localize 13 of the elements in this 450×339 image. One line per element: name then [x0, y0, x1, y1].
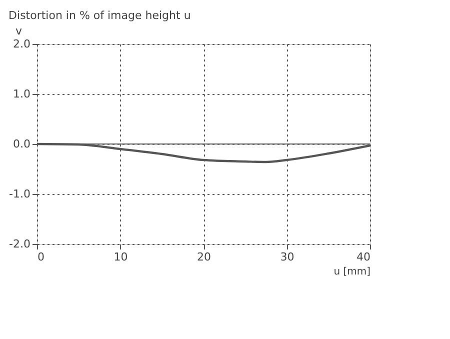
y-tick-label: -1.0 [9, 188, 30, 200]
y-tick-label: 0.0 [13, 138, 30, 150]
x-tick-label: 40 [356, 250, 370, 264]
y-tick-label: 2.0 [13, 38, 30, 50]
x-tick-label: 20 [197, 250, 211, 264]
y-tick-label: 1.0 [13, 88, 30, 100]
x-tick-label: 0 [38, 250, 44, 264]
y-axis-title: v [16, 24, 22, 38]
x-tick-label: 30 [280, 250, 294, 264]
x-axis-title: u [mm] [334, 266, 371, 278]
x-tick-label: 10 [114, 250, 128, 264]
chart-title: Distortion in % of image height u [8, 9, 191, 22]
y-tick-label: -2.0 [9, 238, 30, 250]
